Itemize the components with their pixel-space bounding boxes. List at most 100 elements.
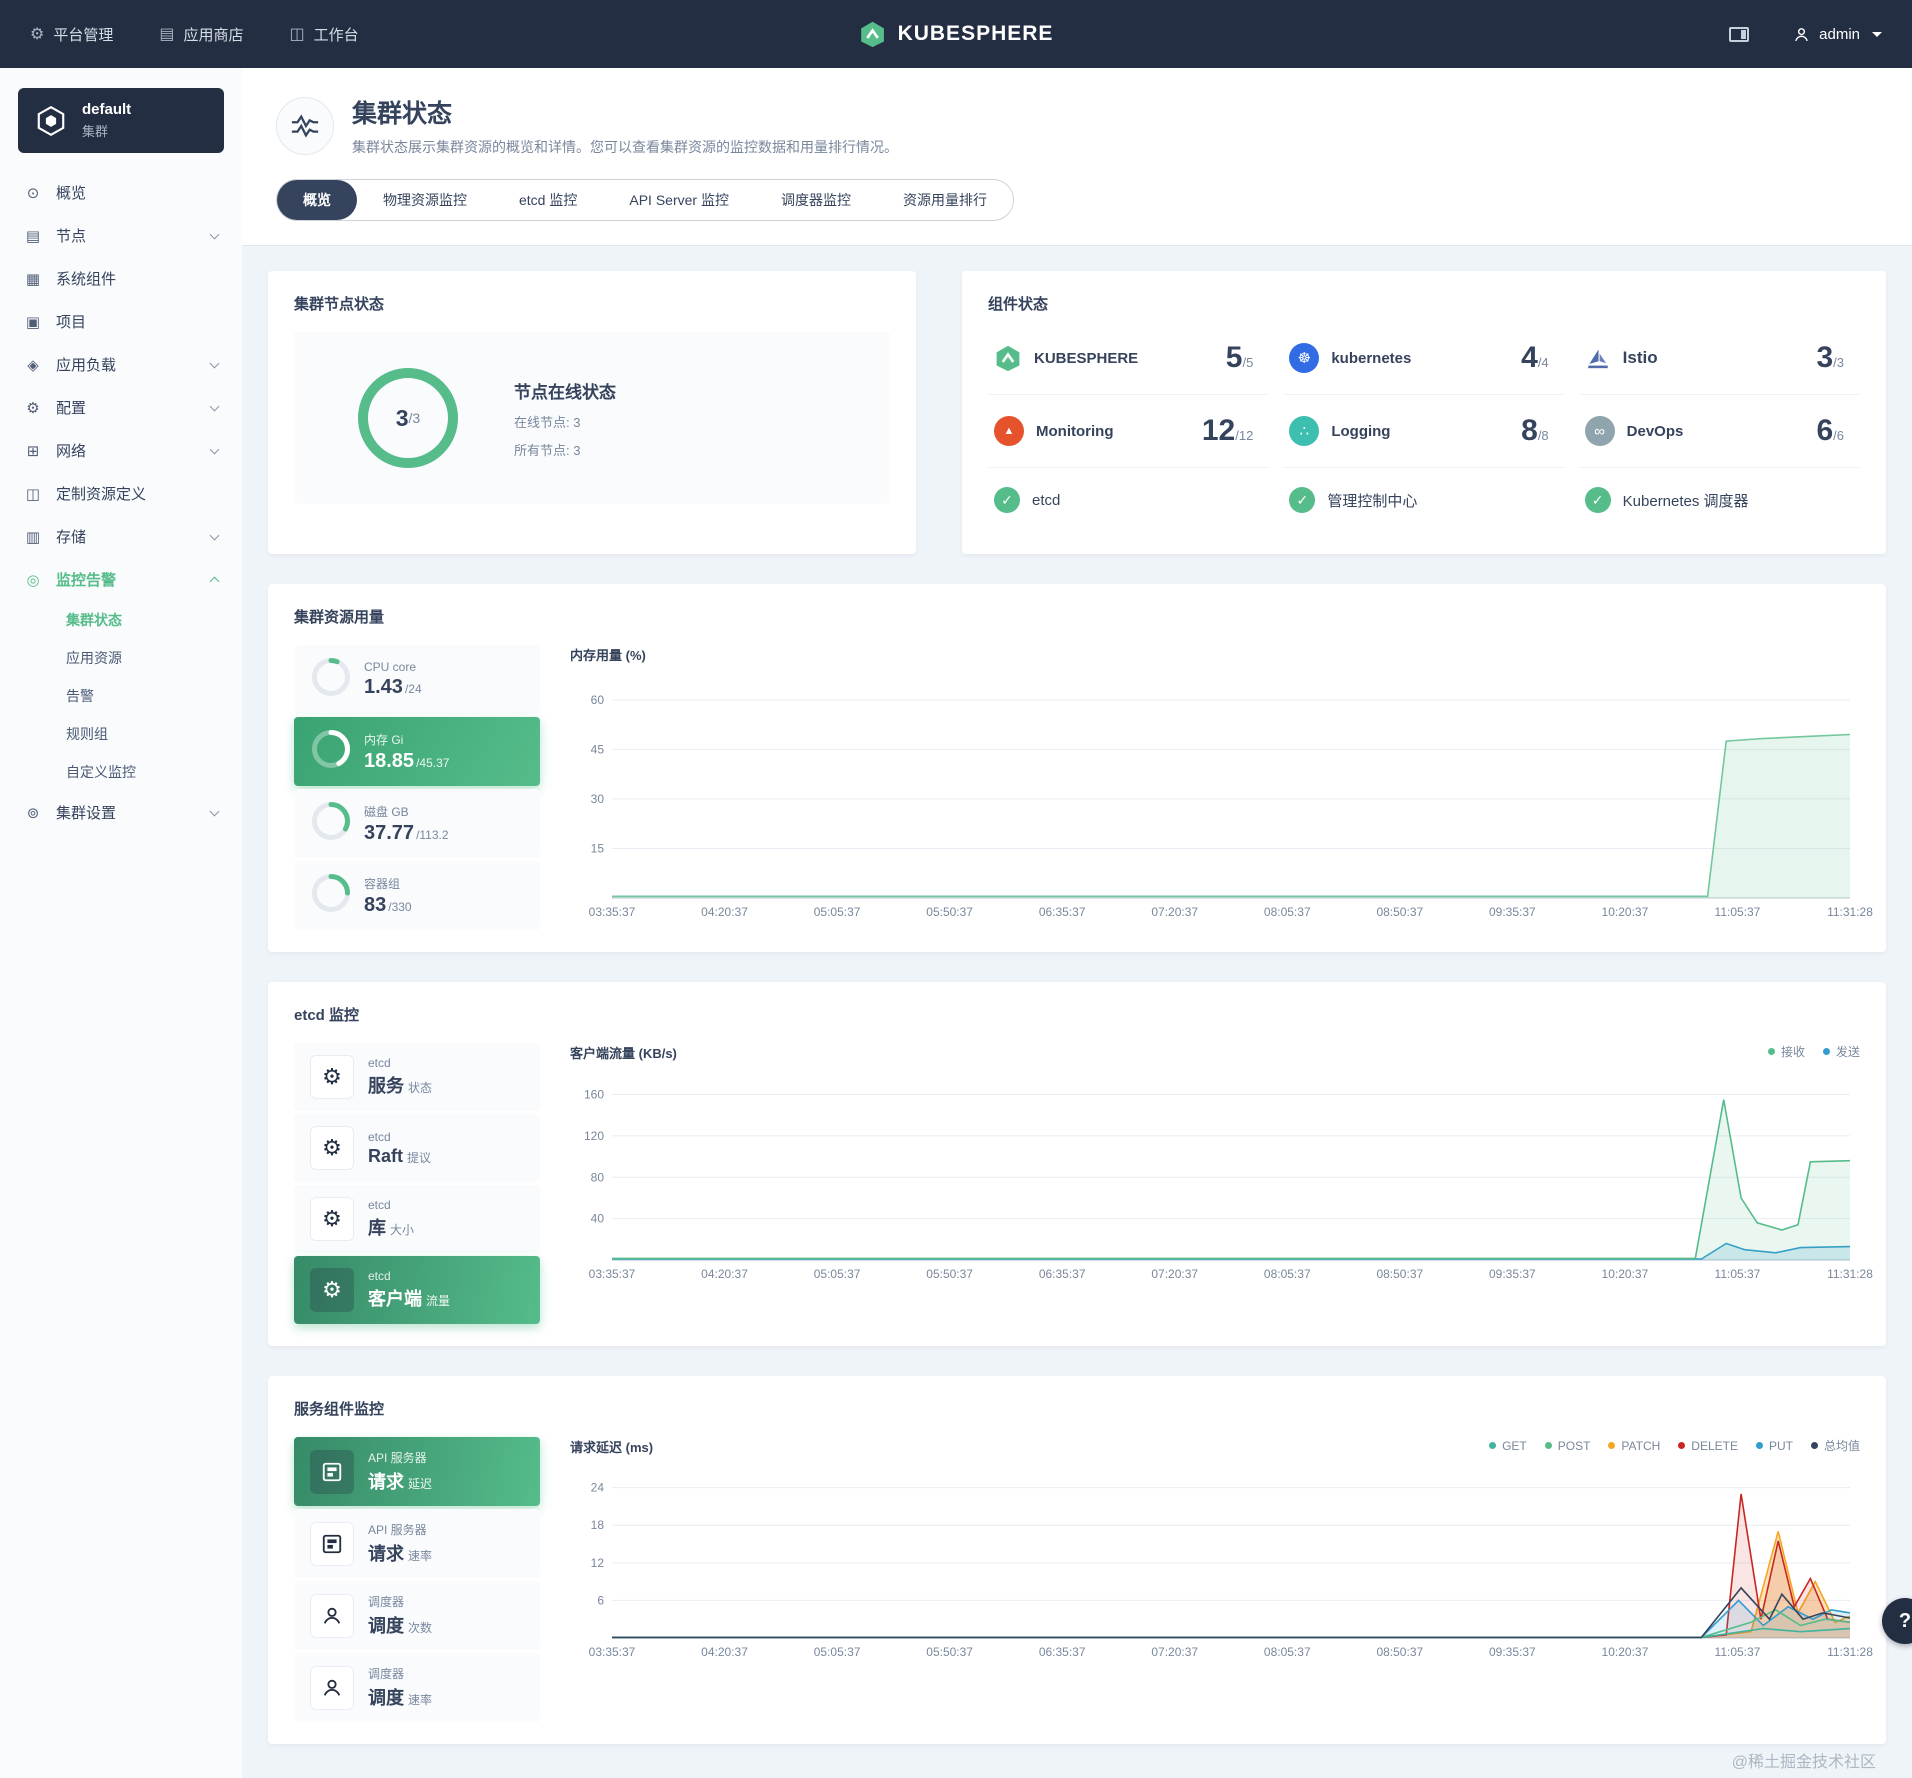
sidebar-subitem-app-resources[interactable]: 应用资源 — [66, 650, 122, 666]
scheduler-icon — [310, 1665, 354, 1710]
sidebar-item-components[interactable]: ▦ 系统组件 — [25, 270, 117, 289]
etcd-item-raft-proposals[interactable]: ⚙ etcd Raft 提议 — [294, 1114, 540, 1182]
nav-app-store[interactable]: ▤ 应用商店 — [159, 24, 243, 45]
tab-physical-resources[interactable]: 物理资源监控 — [383, 192, 467, 208]
service-item-api-latency[interactable]: API 服务器 请求 延迟 — [294, 1437, 540, 1506]
svg-text:160: 160 — [584, 1088, 604, 1102]
tab-resource-ranking[interactable]: 资源用量排行 — [902, 192, 987, 208]
svg-text:30: 30 — [591, 792, 605, 806]
check-icon: ✓ — [1289, 487, 1316, 513]
resource-item-cpu[interactable]: CPU core 1.43/24 — [294, 645, 540, 714]
component-grid: KUBESPHERE 5/5 ☸ kubernetes 4/4 — [988, 322, 1860, 532]
tab-api-server[interactable]: API Server 监控 — [629, 192, 729, 208]
nav-workbench[interactable]: ◫ 工作台 — [290, 24, 359, 45]
component-kubesphere[interactable]: KUBESPHERE 5/5 — [988, 322, 1270, 395]
svg-text:18: 18 — [591, 1518, 605, 1532]
svg-text:08:50:37: 08:50:37 — [1376, 1645, 1423, 1659]
gear-icon: ⚙ — [30, 26, 45, 43]
sidebar-item-cluster-settings[interactable]: ⊚ 集群设置 — [0, 791, 242, 834]
content-area: 集群节点状态 3/3 节点在线状态 在线节点: 3 所有节点: 3 — [242, 245, 1912, 1778]
component-control-center[interactable]: ✓ 管理控制中心 — [1283, 468, 1564, 532]
chart-title: 请求延迟 (ms) — [570, 1440, 654, 1455]
resource-item-disk[interactable]: 磁盘 GB 37.77/113.2 — [294, 789, 540, 858]
help-fab[interactable]: ? — [1882, 1598, 1912, 1644]
toolbox-icon[interactable] — [1729, 26, 1750, 42]
component-devops[interactable]: ∞ DevOps 6/6 — [1578, 395, 1860, 468]
chevron-down-icon — [209, 229, 220, 239]
config-icon: ⚙ — [26, 399, 40, 417]
svg-text:07:20:37: 07:20:37 — [1151, 905, 1198, 919]
component-kubernetes[interactable]: ☸ kubernetes 4/4 — [1283, 322, 1565, 395]
cluster-selector[interactable]: default 集群 — [18, 88, 224, 153]
sidebar-item-network[interactable]: ⊞ 网络 — [0, 429, 242, 472]
component-scheduler[interactable]: ✓ Kubernetes 调度器 — [1579, 468, 1860, 532]
nav-workbench-label: 工作台 — [313, 26, 359, 44]
etcd-item-client-traffic[interactable]: ⚙ etcd 客户端 流量 — [294, 1256, 540, 1324]
tab-etcd[interactable]: etcd 监控 — [519, 192, 578, 208]
svg-text:08:05:37: 08:05:37 — [1264, 1267, 1311, 1281]
service-item-api-rate[interactable]: API 服务器 请求 速率 — [294, 1509, 540, 1578]
card-title: etcd 监控 — [294, 1007, 360, 1024]
legend-item: DELETE — [1678, 1439, 1738, 1453]
svg-text:15: 15 — [591, 841, 605, 855]
component-monitoring[interactable]: ▲ Monitoring 12/12 — [988, 395, 1270, 468]
svg-text:10:20:37: 10:20:37 — [1602, 905, 1649, 919]
sidebar-item-monitoring-alerting[interactable]: ◎ 监控告警 — [0, 558, 242, 601]
etcd-item-service-status[interactable]: ⚙ etcd 服务 状态 — [294, 1043, 540, 1111]
sidebar-item-crd[interactable]: ◫ 定制资源定义 — [25, 485, 147, 504]
donut-icon — [312, 802, 350, 845]
svg-text:08:05:37: 08:05:37 — [1264, 905, 1311, 919]
svg-text:120: 120 — [584, 1129, 604, 1143]
overview-icon: ⊙ — [26, 184, 40, 202]
card-title: 服务组件监控 — [294, 1401, 385, 1418]
monitoring-submenu: 集群状态 应用资源 告警 规则组 自定义监控 — [0, 601, 242, 791]
svg-text:08:50:37: 08:50:37 — [1376, 1267, 1423, 1281]
svg-text:09:35:37: 09:35:37 — [1489, 905, 1536, 919]
etcd-item-db-size[interactable]: ⚙ etcd 库大小 — [294, 1185, 540, 1253]
sidebar-item-config[interactable]: ⚙ 配置 — [0, 386, 242, 429]
resource-item-memory[interactable]: 内存 Gi 18.85/45.37 — [294, 717, 540, 786]
svg-text:06:35:37: 06:35:37 — [1039, 1645, 1086, 1659]
svg-text:05:50:37: 05:50:37 — [926, 1645, 973, 1659]
components-icon: ▦ — [25, 270, 41, 288]
donut-icon — [312, 730, 350, 773]
service-item-schedule-attempts[interactable]: 调度器 调度 次数 — [294, 1581, 540, 1650]
card-title: 组件状态 — [988, 296, 1049, 313]
nav-platform-management[interactable]: ⚙ 平台管理 — [30, 24, 113, 45]
scheduler-icon — [310, 1593, 354, 1638]
etcd-metric-selector: ⚙ etcd 服务 状态 ⚙ etcd Raft 提议 — [294, 1043, 540, 1324]
request-latency-chart-area: 请求延迟 (ms) GET POST PATCH DELETE PUT 总均值 6 12 18… — [570, 1437, 1873, 1722]
svg-text:11:05:37: 11:05:37 — [1715, 905, 1761, 919]
svg-text:24: 24 — [591, 1481, 605, 1495]
svg-text:10:20:37: 10:20:37 — [1602, 1645, 1649, 1659]
tab-scheduler[interactable]: 调度器监控 — [780, 192, 851, 208]
sidebar-subitem-alerts[interactable]: 告警 — [66, 688, 94, 704]
sidebar-item-storage[interactable]: ▥ 存储 — [0, 515, 242, 558]
resource-item-pods[interactable]: 容器组 83/330 — [294, 861, 540, 930]
sidebar-item-projects[interactable]: ▣ 项目 — [25, 313, 87, 332]
sidebar-subitem-custom-monitoring[interactable]: 自定义监控 — [66, 764, 136, 780]
devops-icon: ∞ — [1584, 416, 1615, 446]
user-menu[interactable]: admin — [1793, 26, 1882, 43]
sidebar-item-workloads[interactable]: ◈ 应用负载 — [0, 343, 242, 386]
cluster-hexagon-icon — [37, 105, 65, 136]
donut-icon — [312, 874, 350, 917]
component-istio[interactable]: Istio 3/3 — [1578, 322, 1860, 395]
brand-logo[interactable]: KUBESPHERE — [859, 20, 1054, 48]
svg-text:05:05:37: 05:05:37 — [814, 905, 861, 919]
sidebar-item-nodes[interactable]: ▤ 节点 — [0, 214, 242, 257]
workloads-icon: ◈ — [27, 356, 39, 374]
sidebar-item-overview[interactable]: ⊙ 概览 — [0, 171, 242, 214]
sidebar-subitem-rule-groups[interactable]: 规则组 — [66, 726, 108, 742]
user-icon — [1795, 27, 1808, 41]
settings-icon: ⊚ — [26, 804, 40, 822]
etcd-traffic-chart: 40 80 120 160 03:35:37 04:20:37 05:05:37 05:50:… — [570, 1070, 1873, 1286]
kubernetes-icon: ☸ — [1289, 343, 1320, 373]
sidebar-subitem-cluster-status[interactable]: 集群状态 — [66, 612, 122, 628]
component-etcd[interactable]: ✓ etcd — [988, 468, 1269, 532]
chevron-down-icon — [209, 444, 220, 454]
tab-overview[interactable]: 概览 — [277, 180, 357, 220]
service-item-schedule-rate[interactable]: 调度器 调度 速率 — [294, 1653, 540, 1722]
component-logging[interactable]: ∴ Logging 8/8 — [1283, 395, 1565, 468]
page-header: 集群状态 集群状态展示集群资源的概览和详情。您可以查看集群资源的监控数据和用量排… — [242, 68, 1912, 245]
